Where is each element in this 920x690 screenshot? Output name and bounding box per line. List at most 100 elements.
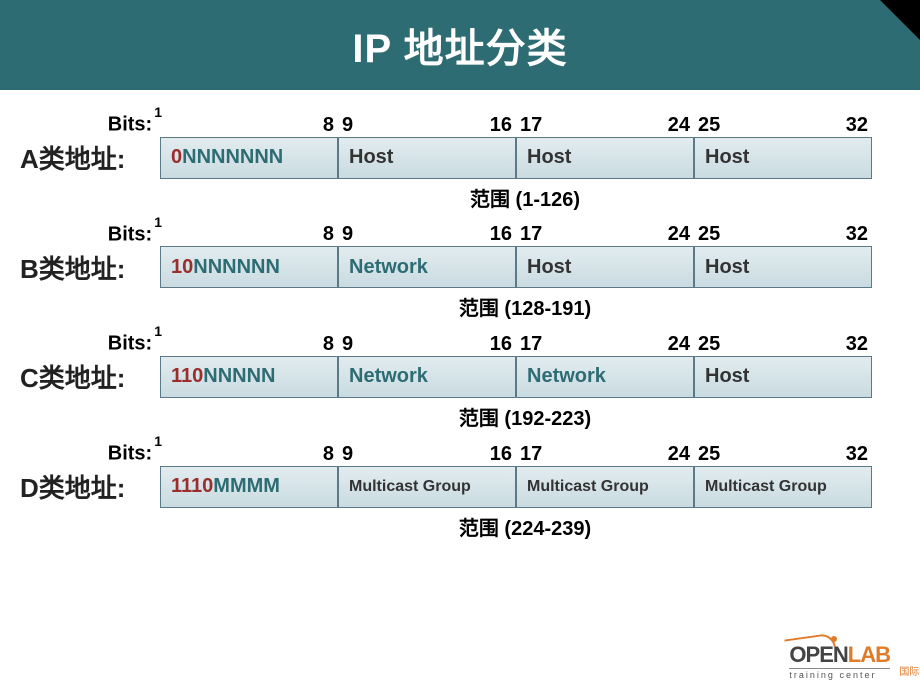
bit-position-pair: 8 bbox=[160, 223, 338, 246]
bits-row: Bits:1 89 1617242532 bbox=[60, 220, 890, 247]
octet-text: Host bbox=[705, 365, 749, 388]
class-label: C类地址: bbox=[20, 358, 160, 395]
octet-pattern: NNNNN bbox=[203, 365, 275, 388]
bit-number: 16 bbox=[486, 114, 516, 137]
octet-prefix: 10 bbox=[171, 256, 193, 279]
bit-number: 16 bbox=[486, 223, 516, 246]
bit-position-pair: 8 bbox=[160, 443, 338, 466]
bits-label: Bits:1 bbox=[60, 329, 160, 356]
octet-prefix: 0 bbox=[171, 146, 182, 169]
bit-number: 32 bbox=[842, 114, 872, 137]
class-row: A类地址:0NNNNNNNHostHostHost bbox=[20, 137, 890, 179]
class-range: 范围 (1-126) bbox=[160, 183, 890, 212]
slide-content: Bits:1891617242532A类地址:0NNNNNNNHostHostH… bbox=[0, 90, 920, 541]
bit-number: 17 bbox=[516, 333, 546, 356]
class-block: Bits:1891617242532D类地址:1110MMMMMulticast… bbox=[20, 439, 890, 541]
bit-number: 25 bbox=[694, 333, 724, 356]
bit-number: 17 bbox=[516, 443, 546, 466]
bit-number: 16 bbox=[486, 443, 516, 466]
bit-number: 24 bbox=[664, 223, 694, 246]
octet-cell: Network bbox=[516, 356, 694, 398]
bit-position-pair: 2532 bbox=[694, 223, 872, 246]
octet-text: Host bbox=[705, 146, 749, 169]
class-range: 范围 (224-239) bbox=[160, 512, 890, 541]
octet-group: 0NNNNNNNHostHostHost bbox=[160, 137, 890, 179]
bits-row: Bits:1891617242532 bbox=[60, 110, 890, 137]
class-row: B类地址:10NNNNNNNetworkHostHost bbox=[20, 246, 890, 288]
bit-number: 25 bbox=[694, 223, 724, 246]
bit-position-pair: 2532 bbox=[694, 443, 872, 466]
openlab-logo: OPENLAB training center 国际授权培训考试中心 bbox=[789, 642, 890, 680]
bit-position-pair: 1724 bbox=[516, 443, 694, 466]
bit-number: 8 bbox=[319, 114, 338, 137]
bit-number: 25 bbox=[694, 443, 724, 466]
bit-position-pair: 1724 bbox=[516, 114, 694, 137]
bit-number: 9 bbox=[338, 443, 357, 466]
bit-number: 25 bbox=[694, 114, 724, 137]
octet-text: Multicast Group bbox=[705, 478, 827, 496]
octet-cell: 110NNNNN bbox=[160, 356, 338, 398]
logo-subtitle: training center bbox=[789, 668, 890, 680]
bit-positions: 89 1617242532 bbox=[160, 223, 872, 246]
octet-text: Network bbox=[527, 365, 606, 388]
octet-group: 110NNNNN Network Network Host bbox=[160, 356, 890, 398]
bit-positions: 891617242532 bbox=[160, 443, 872, 466]
logo-cn-text: 国际授权培训考试中心 bbox=[899, 663, 920, 678]
octet-cell: Host bbox=[694, 137, 872, 179]
octet-cell: Host bbox=[516, 246, 694, 288]
octet-text: Host bbox=[705, 256, 749, 279]
bit-number: 8 bbox=[319, 443, 338, 466]
octet-cell: Network bbox=[338, 246, 516, 288]
bit-number: 17 bbox=[516, 114, 546, 137]
class-row: C类地址:110NNNNNNetworkNetworkHost bbox=[20, 356, 890, 398]
bit-position-pair: 916 bbox=[338, 114, 516, 137]
slide-header: IP 地址分类 bbox=[0, 0, 920, 90]
bit-positions: 891617242532 bbox=[160, 114, 872, 137]
bit-number: 8 bbox=[319, 333, 338, 356]
corner-fold bbox=[880, 0, 920, 40]
octet-text: Network bbox=[349, 365, 428, 388]
bit-position-pair: 9 16 bbox=[338, 223, 516, 246]
octet-text: Host bbox=[527, 146, 571, 169]
slide-title: IP 地址分类 bbox=[352, 16, 567, 74]
octet-pattern: MMMM bbox=[213, 475, 280, 498]
octet-cell: 10NNNNNN bbox=[160, 246, 338, 288]
octet-text: Host bbox=[527, 256, 571, 279]
octet-group: 10NNNNNN Network Host Host bbox=[160, 246, 890, 288]
octet-cell: 1110MMMM bbox=[160, 466, 338, 508]
bit-position-pair: 25 32 bbox=[694, 333, 872, 356]
class-label: D类地址: bbox=[20, 468, 160, 505]
logo-text-lab: LAB bbox=[848, 642, 890, 667]
bit-positions: 891617242532 bbox=[160, 333, 872, 356]
bit-position-pair: 8 bbox=[160, 114, 338, 137]
octet-cell: Multicast Group bbox=[338, 466, 516, 508]
class-row: D类地址:1110MMMMMulticast GroupMulticast Gr… bbox=[20, 466, 890, 508]
octet-cell: Host bbox=[694, 356, 872, 398]
bit-position-pair: 8 bbox=[160, 333, 338, 356]
class-block: Bits:1891617242532A类地址:0NNNNNNNHostHostH… bbox=[20, 110, 890, 212]
bit-position-pair: 25 32 bbox=[694, 114, 872, 137]
class-label: B类地址: bbox=[20, 249, 160, 286]
bits-label: Bits:1 bbox=[60, 220, 160, 247]
bit-number: 8 bbox=[319, 223, 338, 246]
octet-cell: 0NNNNNNN bbox=[160, 137, 338, 179]
bit-position-pair: 9 16 bbox=[338, 443, 516, 466]
bit-number: 24 bbox=[664, 114, 694, 137]
octet-text: Network bbox=[349, 256, 428, 279]
octet-prefix: 110 bbox=[171, 365, 203, 388]
octet-group: 1110MMMMMulticast GroupMulticast GroupMu… bbox=[160, 466, 890, 508]
bit-position-pair: 1724 bbox=[516, 223, 694, 246]
octet-pattern: NNNNNN bbox=[193, 256, 280, 279]
bit-number: 24 bbox=[664, 443, 694, 466]
bit-number: 9 bbox=[338, 223, 357, 246]
octet-pattern: NNNNNNN bbox=[182, 146, 283, 169]
octet-prefix: 1110 bbox=[171, 475, 213, 498]
octet-cell: Multicast Group bbox=[694, 466, 872, 508]
class-block: Bits:1891617242532C类地址:110NNNNNNetworkNe… bbox=[20, 329, 890, 431]
bit-number: 9 bbox=[338, 333, 357, 356]
octet-text: Multicast Group bbox=[349, 478, 471, 496]
bit-number: 32 bbox=[842, 333, 872, 356]
octet-cell: Host bbox=[516, 137, 694, 179]
octet-cell: Host bbox=[694, 246, 872, 288]
bits-label: Bits:1 bbox=[60, 110, 160, 137]
